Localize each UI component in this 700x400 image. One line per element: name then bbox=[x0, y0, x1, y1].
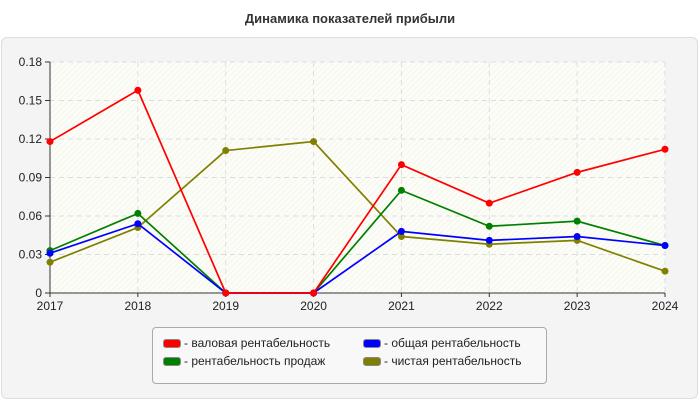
legend-item: - чистая рентабельность bbox=[363, 354, 521, 368]
x-tick-label: 2018 bbox=[125, 299, 152, 313]
legend-item: - рентабельность продаж bbox=[163, 354, 325, 368]
data-point bbox=[46, 138, 54, 146]
data-point bbox=[485, 199, 493, 207]
data-point bbox=[397, 186, 405, 194]
legend-swatch bbox=[363, 338, 381, 348]
legend-swatch bbox=[163, 356, 181, 366]
data-point bbox=[134, 220, 142, 228]
data-point bbox=[661, 145, 669, 153]
y-tick-label: 0.06 bbox=[19, 209, 43, 223]
legend-label: - общая рентабельность bbox=[384, 336, 521, 350]
legend-label: - валовая рентабельность bbox=[184, 336, 331, 350]
data-point bbox=[661, 267, 669, 275]
legend-label: - рентабельность продаж bbox=[184, 354, 326, 368]
x-tick-label: 2022 bbox=[476, 299, 503, 313]
chart-title: Динамика показателей прибыли bbox=[244, 11, 456, 26]
y-tick-label: 0.15 bbox=[19, 94, 43, 108]
legend-item: - общая рентабельность bbox=[363, 336, 521, 350]
data-point bbox=[573, 217, 581, 225]
x-tick-label: 2021 bbox=[388, 299, 415, 313]
data-point bbox=[661, 242, 669, 250]
data-point bbox=[134, 86, 142, 94]
y-tick-label: 0.09 bbox=[19, 171, 43, 185]
legend: - валовая рентабельность - общая рентабел… bbox=[152, 327, 547, 384]
x-tick-label: 2019 bbox=[212, 299, 239, 313]
data-point bbox=[310, 289, 318, 297]
legend-label: - чистая рентабельность bbox=[384, 354, 522, 368]
x-tick-label: 2023 bbox=[564, 299, 591, 313]
data-point bbox=[573, 168, 581, 176]
data-point bbox=[222, 147, 230, 155]
data-point bbox=[397, 161, 405, 169]
data-point bbox=[222, 289, 230, 297]
series-line-2 bbox=[49, 189, 666, 294]
x-tick-label: 2024 bbox=[652, 299, 679, 313]
data-point bbox=[134, 209, 142, 217]
y-tick-label: 0.12 bbox=[19, 132, 43, 146]
series-line-1 bbox=[49, 222, 666, 294]
data-point bbox=[397, 233, 405, 241]
x-tick-label: 2020 bbox=[300, 299, 327, 313]
y-tick-label: 0.03 bbox=[19, 248, 43, 262]
data-point bbox=[485, 236, 493, 244]
data-point bbox=[310, 138, 318, 146]
legend-swatch bbox=[363, 356, 381, 366]
data-point bbox=[46, 258, 54, 266]
data-point bbox=[485, 222, 493, 230]
y-tick-label: 0.18 bbox=[19, 55, 43, 69]
series-line-0 bbox=[49, 89, 666, 294]
x-tick-label: 2017 bbox=[37, 299, 64, 313]
y-tick-label: 0 bbox=[35, 286, 42, 300]
data-point bbox=[397, 227, 405, 235]
legend-item: - валовая рентабельность bbox=[163, 336, 330, 350]
legend-swatch bbox=[163, 338, 181, 348]
data-point bbox=[46, 249, 54, 257]
data-point bbox=[573, 233, 581, 241]
series-line-3 bbox=[49, 140, 666, 272]
